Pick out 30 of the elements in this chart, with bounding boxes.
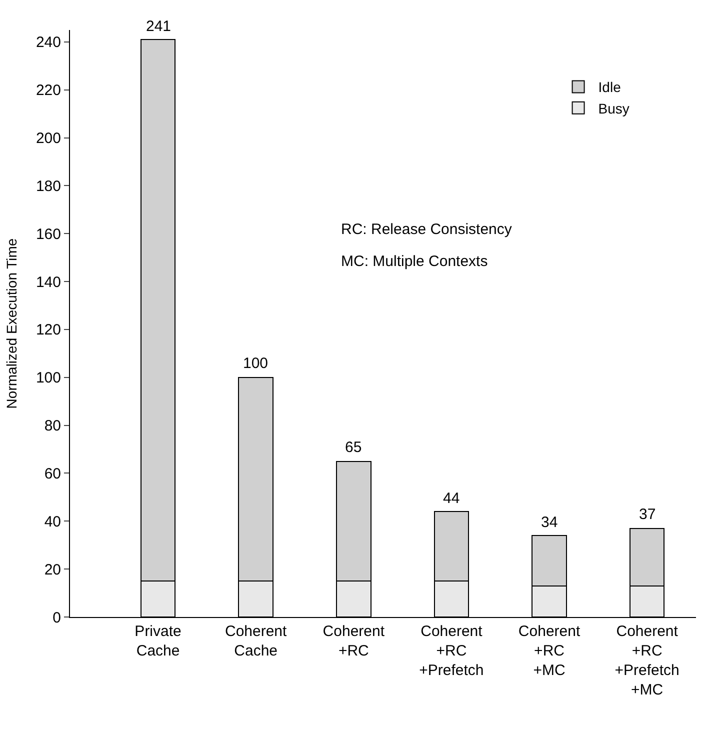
x-tick-label: Coherent Cache	[224, 623, 288, 660]
y-tick-label: 20	[44, 561, 61, 578]
y-tick-label: 180	[36, 178, 61, 195]
total-label: 44	[443, 490, 460, 507]
total-label: 65	[345, 439, 362, 456]
total-label: 241	[146, 18, 172, 35]
y-axis-title: Normalized Execution Time	[4, 238, 20, 409]
y-tick-label: 240	[36, 34, 61, 52]
y-tick-label: 160	[36, 226, 61, 243]
x-tick-label: Private Cache	[134, 623, 182, 660]
y-tick-label: 140	[36, 274, 61, 291]
x-tick-label: Coherent +RC +Prefetch +MC	[614, 623, 680, 698]
y-tick-label: 60	[44, 465, 61, 482]
y-tick-label: 0	[52, 609, 61, 626]
x-tick-label: Coherent +RC +Prefetch	[419, 623, 484, 679]
annotation: MC: Multiple Contexts	[341, 253, 488, 270]
y-tick-label: 220	[36, 82, 61, 100]
y-tick-label: 100	[36, 370, 61, 387]
total-label: 34	[541, 514, 558, 531]
total-label: 37	[639, 506, 656, 523]
y-tick-label: 80	[44, 418, 61, 435]
x-tick-label: Coherent +RC	[322, 623, 386, 660]
legend-label: Idle	[598, 79, 622, 96]
total-label: 100	[243, 355, 268, 372]
y-tick-label: 200	[36, 130, 61, 148]
y-tick-label: 40	[44, 513, 61, 530]
annotation: RC: Release Consistency	[341, 221, 512, 238]
legend-label: Busy	[598, 100, 630, 116]
y-tick-label: 120	[36, 322, 61, 339]
x-tick-label: Coherent +RC +MC	[518, 623, 581, 679]
